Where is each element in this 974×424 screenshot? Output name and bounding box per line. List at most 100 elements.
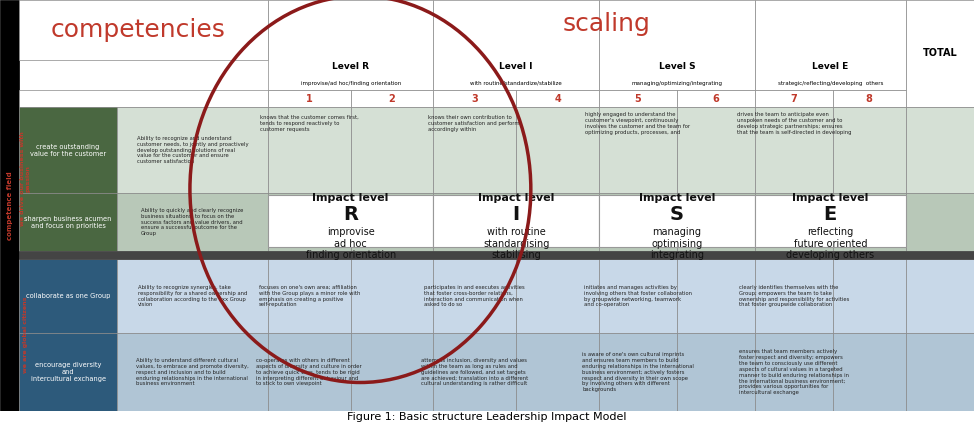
Bar [433,333,516,411]
Bar [599,107,677,193]
Bar [19,0,268,60]
Text: attempts inclusion, diversity and values
within the team as long as rules and
gu: attempts inclusion, diversity and values… [421,358,529,386]
Bar [755,193,833,251]
Text: co-operates with others in different
aspects of diversity and culture in order
t: co-operates with others in different asp… [256,358,362,386]
Bar [516,90,599,107]
Bar [599,333,677,411]
Text: initiates and manages activities by
involving others that foster collaboration
b: initiates and manages activities by invo… [584,285,692,307]
Bar [833,193,906,251]
Text: participates in and executes activities
that foster cross-border relations,
inte: participates in and executes activities … [425,285,525,307]
Bar [19,333,117,411]
Text: Ability to quickly and clearly recognize
business situations, to focus on the
su: Ability to quickly and clearly recognize… [141,208,244,236]
Bar [677,259,755,333]
Bar [433,193,516,251]
Bar [433,259,516,333]
Text: S: S [670,205,684,224]
Text: Impact level: Impact level [639,193,715,204]
Text: focuses on one's own area; affiliation
with the Group plays a minor role with
em: focuses on one's own area; affiliation w… [258,285,360,307]
Text: reflecting
future oriented
developing others: reflecting future oriented developing ot… [786,227,875,260]
Text: improvise/ad hoc/finding orientation: improvise/ad hoc/finding orientation [301,81,400,86]
Bar [268,195,433,247]
Text: strategic/reflecting/developing  others: strategic/reflecting/developing others [777,81,883,86]
Bar [433,0,599,90]
Text: managing
optimising
integrating: managing optimising integrating [650,227,704,260]
Text: Ability to understand different cultural
values, to embrace and promote diversit: Ability to understand different cultural… [136,358,248,386]
Text: TOTAL: TOTAL [922,48,957,59]
Bar [117,333,268,411]
Text: with routine/standardize/stabilize: with routine/standardize/stabilize [470,81,562,86]
Bar [677,193,755,251]
Text: knows their own contribution to
customer satisfaction and performs
accordingly w: knows their own contribution to customer… [428,115,522,132]
Text: is aware of one's own cultural imprints
and ensures team members to build
enduri: is aware of one's own cultural imprints … [582,352,693,392]
Text: Level I: Level I [500,62,533,71]
Text: 5: 5 [635,94,641,104]
Text: Ability to recognize synergies, take
responsibility for a shared ownership and
c: Ability to recognize synergies, take res… [137,285,247,307]
Bar [599,193,677,251]
Text: encourage diversity
and
intercultural exchange: encourage diversity and intercultural ex… [30,362,106,382]
Bar [351,259,433,333]
Text: we drive our business with
passion: we drive our business with passion [19,131,31,226]
Text: collaborate as one Group: collaborate as one Group [26,293,110,299]
Bar [351,193,433,251]
Text: knows that the customer comes first,
tends to respond reactively to
customer req: knows that the customer comes first, ten… [260,115,358,132]
Text: 6: 6 [713,94,719,104]
Bar [599,90,677,107]
Bar [599,259,677,333]
Bar [19,259,117,333]
Text: Impact level: Impact level [478,193,554,204]
Bar [516,193,599,251]
Bar [117,107,268,193]
Text: improvise
ad hoc
finding orientation: improvise ad hoc finding orientation [306,227,395,260]
Text: ensures that team members actively
foster respect and diversity; empowers
the te: ensures that team members actively foste… [739,349,848,395]
Text: 2: 2 [389,94,395,104]
Bar [433,195,599,247]
Bar [833,259,906,333]
Text: competencies: competencies [51,18,225,42]
Text: Level S: Level S [658,62,695,71]
Bar [433,107,516,193]
Text: R: R [343,205,358,224]
Bar [755,195,906,247]
Bar [906,193,974,251]
Bar [0,0,19,411]
Bar [268,259,351,333]
Text: I: I [512,205,520,224]
Text: Level E: Level E [812,62,848,71]
Text: 4: 4 [554,94,561,104]
Text: 1: 1 [306,94,313,104]
Bar [19,90,268,107]
Bar [268,90,351,107]
Bar [268,107,351,193]
Text: managing/optimizing/integrating: managing/optimizing/integrating [631,81,723,86]
Bar [677,90,755,107]
Bar [268,0,433,90]
Text: 7: 7 [791,94,797,104]
Bar [19,193,117,251]
Text: Level R: Level R [332,62,369,71]
Text: with routine
standardising
stabilising: with routine standardising stabilising [483,227,549,260]
Text: Ability to recognize and understand
customer needs, to jointly and proactively
d: Ability to recognize and understand cust… [136,136,248,164]
Bar [833,333,906,411]
Text: Figure 1: Basic structure Leadership Impact Model: Figure 1: Basic structure Leadership Imp… [348,412,626,422]
Text: create outstanding
value for the customer: create outstanding value for the custome… [30,144,106,156]
Bar [906,333,974,411]
Bar [599,195,755,247]
Bar [351,333,433,411]
Bar [833,107,906,193]
Bar [906,0,974,107]
Bar [755,333,833,411]
Text: 3: 3 [471,94,478,104]
Bar [516,333,599,411]
Bar [677,333,755,411]
Text: 8: 8 [866,94,873,104]
Bar [351,107,433,193]
Text: clearly identifies themselves with the
Group; empowers the team to take
ownershi: clearly identifies themselves with the G… [738,285,849,307]
Text: we are global citizens: we are global citizens [22,297,28,374]
Bar [117,193,268,251]
Text: scaling: scaling [562,12,651,36]
Bar [117,259,268,333]
Bar [755,0,906,90]
Bar [433,90,516,107]
Bar [906,107,974,193]
Bar [351,90,433,107]
